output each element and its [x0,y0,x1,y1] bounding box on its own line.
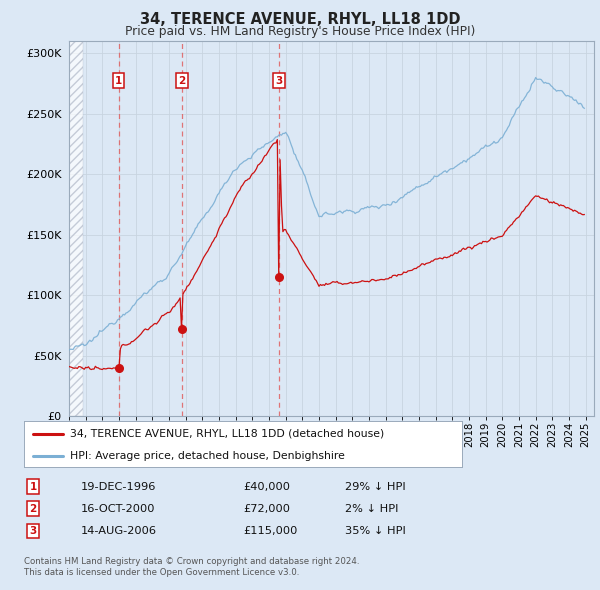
Text: 16-OCT-2000: 16-OCT-2000 [81,504,155,513]
Text: 3: 3 [29,526,37,536]
Text: 34, TERENCE AVENUE, RHYL, LL18 1DD (detached house): 34, TERENCE AVENUE, RHYL, LL18 1DD (deta… [70,429,384,439]
Text: Price paid vs. HM Land Registry's House Price Index (HPI): Price paid vs. HM Land Registry's House … [125,25,475,38]
Text: 2: 2 [29,504,37,513]
Text: £115,000: £115,000 [243,526,298,536]
Text: 2% ↓ HPI: 2% ↓ HPI [345,504,398,513]
Text: 3: 3 [276,76,283,86]
Text: 19-DEC-1996: 19-DEC-1996 [81,482,157,491]
Text: 1: 1 [115,76,122,86]
Text: 2: 2 [179,76,186,86]
Text: 35% ↓ HPI: 35% ↓ HPI [345,526,406,536]
Text: HPI: Average price, detached house, Denbighshire: HPI: Average price, detached house, Denb… [70,451,345,461]
Text: Contains HM Land Registry data © Crown copyright and database right 2024.: Contains HM Land Registry data © Crown c… [24,558,359,566]
Text: 34, TERENCE AVENUE, RHYL, LL18 1DD: 34, TERENCE AVENUE, RHYL, LL18 1DD [140,12,460,27]
Text: 14-AUG-2006: 14-AUG-2006 [81,526,157,536]
Text: 1: 1 [29,482,37,491]
Text: 29% ↓ HPI: 29% ↓ HPI [345,482,406,491]
Text: £40,000: £40,000 [243,482,290,491]
Text: This data is licensed under the Open Government Licence v3.0.: This data is licensed under the Open Gov… [24,568,299,577]
Text: £72,000: £72,000 [243,504,290,513]
